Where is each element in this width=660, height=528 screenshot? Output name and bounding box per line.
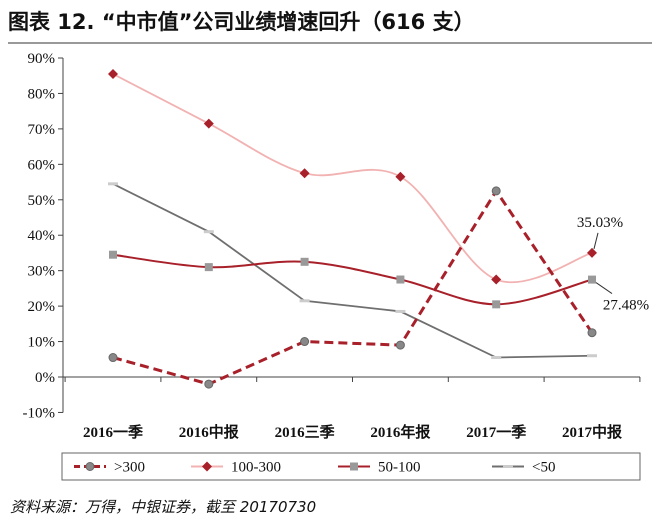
data-point <box>395 171 406 182</box>
series-100-300 <box>108 68 597 285</box>
series-line <box>112 183 593 359</box>
y-tick-label: -10% <box>23 405 56 421</box>
legend-item: >300 <box>74 460 145 476</box>
series-line <box>112 188 594 386</box>
series-line <box>112 253 593 306</box>
data-point <box>587 247 597 258</box>
data-point <box>300 337 310 347</box>
legend-swatch-marker <box>85 462 95 471</box>
y-tick-label: 30% <box>28 264 56 280</box>
x-tick-label: 2017中报 <box>562 423 622 441</box>
source-note: 资料来源：万得，中银证券，截至 20170730 <box>10 498 317 516</box>
leader-line <box>595 282 613 295</box>
x-tick-label: 2016年报 <box>370 423 430 441</box>
series-lt50 <box>108 182 597 360</box>
data-point <box>396 275 405 284</box>
x-tick-label: 2016一季 <box>83 423 143 441</box>
series-50-100 <box>109 250 596 309</box>
data-point <box>204 263 213 272</box>
series-line <box>112 73 593 284</box>
legend: >300 100-300 50-100 <50 <box>61 452 641 481</box>
legend-item: 50-100 <box>338 460 421 476</box>
chart-title: 图表 12. “中市值”公司业绩增速回升（616 支） <box>8 10 475 34</box>
y-tick-label: 70% <box>28 122 56 138</box>
x-tick-label: 2017一季 <box>466 423 526 441</box>
x-tick-label: 2016三季 <box>275 423 335 441</box>
legend-label: 50-100 <box>378 460 421 476</box>
data-point <box>204 379 214 389</box>
leader-line <box>593 232 599 249</box>
data-point <box>299 168 310 179</box>
data-point <box>588 275 596 284</box>
data-point <box>395 340 405 350</box>
legend-swatch-marker <box>202 461 212 472</box>
y-tick-label: 0% <box>35 370 55 386</box>
legend-swatch-marker <box>350 462 358 471</box>
data-point <box>492 300 501 309</box>
legend-item: <50 <box>492 460 555 476</box>
data-point <box>300 257 309 266</box>
title-divider <box>8 42 652 44</box>
data-point <box>203 118 214 129</box>
data-point <box>587 328 597 338</box>
y-tick-label: 90% <box>28 51 56 67</box>
legend-label: <50 <box>532 460 555 476</box>
y-tick-label: 40% <box>28 228 56 244</box>
y-tick-label: 60% <box>28 157 56 173</box>
data-point <box>108 68 118 79</box>
x-tick-label: 2016中报 <box>179 423 239 441</box>
data-label: 27.48% <box>603 298 649 314</box>
data-point <box>108 353 118 363</box>
legend-label: >300 <box>114 460 145 476</box>
y-tick-label: 10% <box>28 335 56 351</box>
data-point <box>491 186 501 196</box>
y-tick-label: 80% <box>28 86 56 102</box>
data-label: 35.03% <box>577 215 623 231</box>
data-point <box>491 274 502 285</box>
legend-label: 100-300 <box>231 460 281 476</box>
y-tick-label: 50% <box>28 193 56 209</box>
legend-item: 100-300 <box>191 460 281 476</box>
data-point <box>109 250 117 259</box>
series-gt300 <box>108 186 597 389</box>
y-tick-label: 20% <box>28 299 56 315</box>
